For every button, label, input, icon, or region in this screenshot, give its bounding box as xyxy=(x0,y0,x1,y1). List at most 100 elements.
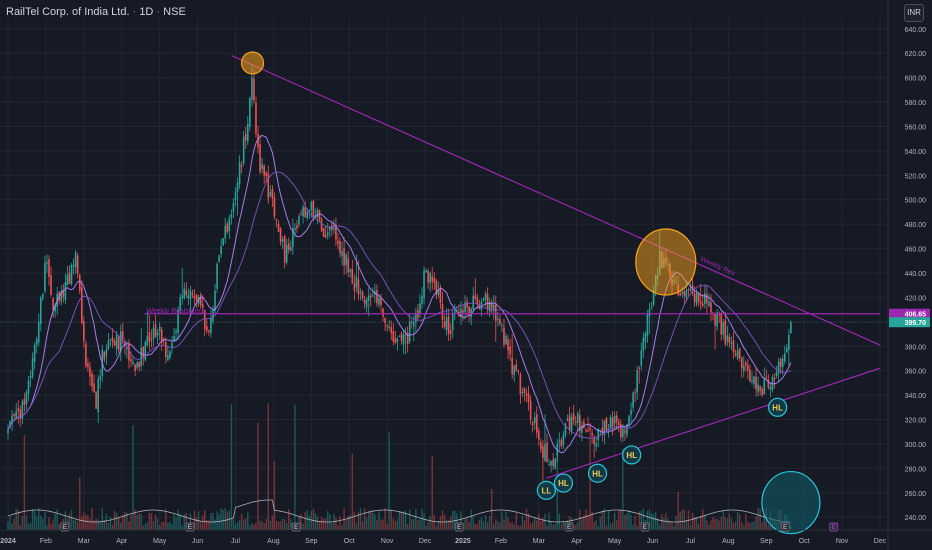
candle-body xyxy=(89,367,91,377)
volume-bar xyxy=(48,517,50,530)
last-price-label: 399.70 xyxy=(905,320,927,327)
volume-bar xyxy=(212,512,214,530)
candle-body xyxy=(66,274,69,285)
candle-body xyxy=(525,394,528,396)
candle-body xyxy=(527,393,530,402)
volume-bar xyxy=(322,518,325,530)
volume-bar xyxy=(482,521,485,530)
volume-bar xyxy=(222,509,224,530)
volume-bar xyxy=(304,512,306,530)
volume-bar xyxy=(382,519,384,530)
price-tick-label: 260.00 xyxy=(905,491,927,498)
earnings-event-marker xyxy=(780,522,790,532)
candle-body xyxy=(761,389,764,395)
time-axis[interactable]: 2024 Feb Mar Apr May Jun Jul Aug Sep Oct Nov Dec 202… xyxy=(0,529,932,545)
swing-marker xyxy=(553,473,574,493)
candle-body xyxy=(572,413,575,420)
volume-bar xyxy=(724,516,727,530)
price-tick-label: 280.00 xyxy=(905,466,927,473)
time-tick-label: Apr xyxy=(571,538,583,545)
candle-body xyxy=(171,343,173,349)
volume-bar xyxy=(675,515,677,530)
candle-body xyxy=(136,362,138,368)
volume-bar xyxy=(663,517,665,530)
candle-body xyxy=(224,225,227,239)
volume-bar xyxy=(38,508,40,530)
volume-bar xyxy=(263,522,265,530)
candle-body xyxy=(185,290,188,296)
candle-body xyxy=(560,440,563,447)
volume-bar xyxy=(93,520,95,530)
earnings-event-label: E xyxy=(294,524,299,531)
earnings-event-marker xyxy=(454,522,464,532)
volume-bar xyxy=(81,516,83,530)
time-tick-label: Aug xyxy=(722,538,735,545)
volume-bar xyxy=(466,517,468,530)
volume-bar xyxy=(208,520,210,530)
price-tick-label: 520.00 xyxy=(905,173,927,180)
volume-bar xyxy=(745,513,747,530)
candle-body xyxy=(701,303,704,306)
volume-bar xyxy=(661,514,663,530)
candle-body xyxy=(519,374,522,395)
candle-body xyxy=(449,330,452,334)
volume-bar xyxy=(173,513,175,530)
candle-body xyxy=(195,294,198,301)
volume-bar xyxy=(380,519,382,530)
volume-bar xyxy=(581,517,583,530)
volume-average-line xyxy=(7,499,791,523)
volume-bar xyxy=(386,524,388,530)
candle-body xyxy=(285,244,288,263)
candle-body xyxy=(46,262,48,264)
candle-body xyxy=(548,463,550,465)
swing-marker-label: LL xyxy=(541,486,551,495)
volume-bar xyxy=(279,521,282,530)
volume-bar xyxy=(85,514,87,530)
candle-body xyxy=(115,334,118,349)
swing-marker-label: HL xyxy=(772,403,783,412)
volume-bar xyxy=(220,508,222,530)
candle-body xyxy=(644,333,647,342)
volume-bar xyxy=(683,509,686,530)
candle-body xyxy=(103,351,106,360)
candle-body xyxy=(470,308,472,318)
candle-body xyxy=(189,290,192,299)
candle-body xyxy=(363,300,366,304)
candle-body xyxy=(695,291,698,305)
candle-body xyxy=(218,255,220,262)
time-tick-label: Jun xyxy=(647,538,658,545)
volume-bar xyxy=(654,512,657,530)
candle-body xyxy=(206,326,208,331)
volume-bar xyxy=(622,448,624,530)
candle-body xyxy=(419,303,421,315)
volume-bar xyxy=(261,521,263,530)
volume-bar xyxy=(195,516,198,530)
currency-button[interactable]: INR xyxy=(904,4,924,22)
candle-body xyxy=(714,313,716,326)
candle-body xyxy=(341,251,343,257)
candle-body xyxy=(328,227,331,231)
candle-body xyxy=(773,377,776,380)
candle-body xyxy=(37,322,40,343)
volume-bar xyxy=(499,522,501,530)
candle-body xyxy=(226,223,229,233)
candle-body xyxy=(93,383,95,393)
volume-bar xyxy=(120,522,122,530)
candle-body xyxy=(378,298,380,305)
candle-body xyxy=(394,338,397,343)
volume-bar xyxy=(87,515,89,530)
candle-body xyxy=(435,280,438,295)
candle-body xyxy=(337,240,339,244)
volume-bar xyxy=(767,524,770,530)
candle-body xyxy=(228,218,231,231)
candle-body xyxy=(484,293,487,301)
candle-body xyxy=(316,210,319,218)
candle-body xyxy=(474,295,477,299)
candle-body xyxy=(685,289,688,298)
volume-bar xyxy=(732,522,735,530)
volume-bar xyxy=(363,508,366,530)
volume-bar xyxy=(413,518,415,530)
